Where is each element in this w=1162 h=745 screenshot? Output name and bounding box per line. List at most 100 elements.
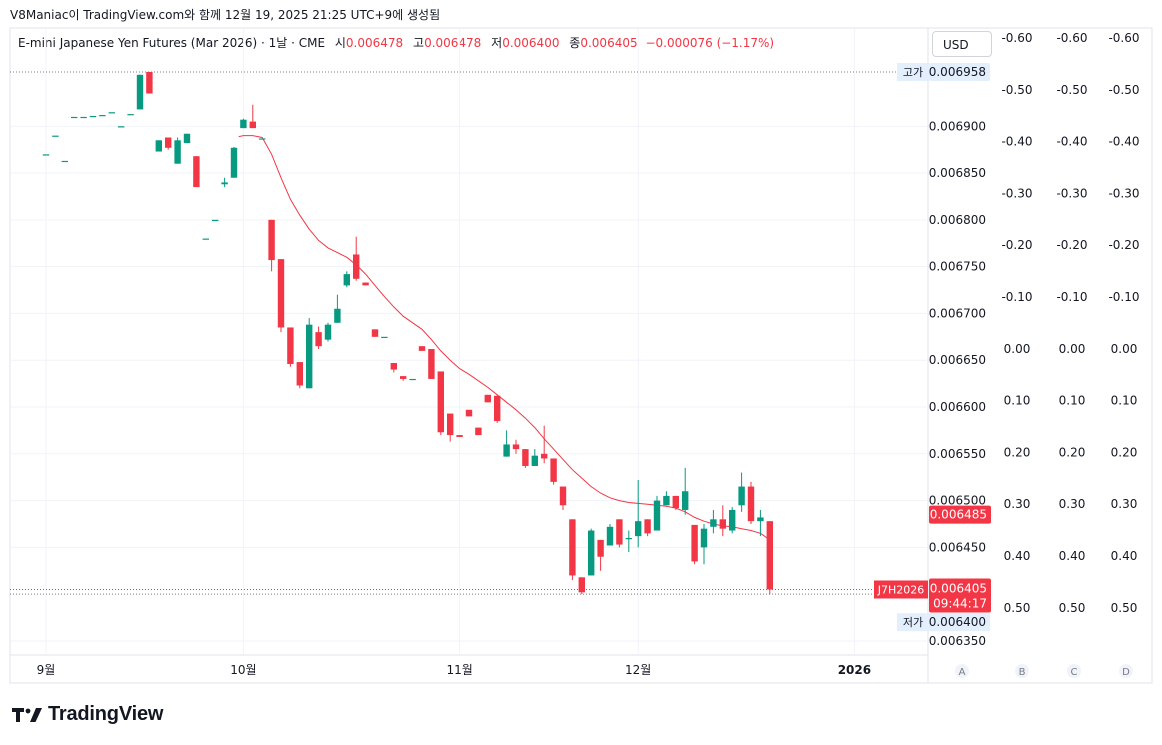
ma-value-tag-bg xyxy=(929,505,991,524)
candle xyxy=(277,259,285,333)
candle xyxy=(418,346,426,351)
scale-tick-label: 0.50 xyxy=(1059,601,1086,615)
candle xyxy=(644,519,651,537)
candle xyxy=(296,362,303,389)
scale-tick-label: -0.60 xyxy=(1056,31,1087,45)
candle-body xyxy=(559,486,567,506)
candle-body xyxy=(578,577,585,593)
chart-caption: V8Maniac이 TradingView.com와 함께 12월 19, 20… xyxy=(10,8,441,22)
scale-tick-label: 0.40 xyxy=(1111,549,1138,563)
price-tags: 고가 0.006958 0.006485 J7H2026 0.00640509:44:1… xyxy=(874,62,991,632)
candle xyxy=(108,112,115,114)
price-tick-label: 0.006550 xyxy=(929,447,986,461)
candle xyxy=(174,137,181,164)
candle xyxy=(89,115,97,118)
candle xyxy=(484,394,491,403)
scale-tick-label: -0.20 xyxy=(1056,238,1087,252)
legend-open-value: 0.006478 xyxy=(345,36,404,50)
candle xyxy=(371,329,379,337)
candle-body xyxy=(597,539,604,557)
scale-tick-label: 0.10 xyxy=(1059,394,1086,408)
candle-body xyxy=(118,126,125,128)
candle-body xyxy=(146,71,153,94)
candle xyxy=(635,480,642,548)
candle xyxy=(653,495,661,531)
candle xyxy=(324,322,332,342)
candle-body xyxy=(757,517,764,522)
ma-value-tag: 0.006485 xyxy=(930,508,987,522)
scale-tick-label: 0.30 xyxy=(1059,497,1086,511)
candle-body xyxy=(447,413,454,436)
candle-body xyxy=(719,519,726,529)
scale-tick-label: -0.60 xyxy=(1001,31,1032,45)
candle xyxy=(306,318,313,389)
candle xyxy=(42,154,50,156)
candle-body xyxy=(653,500,661,531)
candle-body xyxy=(503,444,510,457)
candle-body xyxy=(371,329,379,337)
scale-tick-label: -0.10 xyxy=(1001,290,1032,304)
candle-body xyxy=(531,455,538,466)
candle-body xyxy=(221,182,228,185)
tradingview-logo[interactable]: TradingView xyxy=(12,703,163,726)
candle-body xyxy=(522,449,529,466)
candle xyxy=(682,467,689,515)
candle xyxy=(456,435,463,437)
candle xyxy=(240,118,247,129)
scale-tick-label: 0.50 xyxy=(1004,601,1031,615)
scale-tick-label: 0.20 xyxy=(1059,445,1086,459)
candle xyxy=(512,439,520,454)
candle xyxy=(353,236,360,281)
scale-tick-label: -0.20 xyxy=(1108,238,1139,252)
candle-body xyxy=(315,332,322,347)
candle xyxy=(268,219,275,272)
legend-high-label: 고 xyxy=(413,36,425,50)
candle-body xyxy=(277,259,285,328)
candle xyxy=(663,491,670,506)
candle-body xyxy=(212,219,219,222)
candle-body xyxy=(334,308,341,323)
legend-open-label: 시 xyxy=(334,36,346,50)
candle xyxy=(541,425,548,464)
candle xyxy=(700,523,708,565)
time-tick-label: 10월 xyxy=(230,663,256,677)
candle xyxy=(221,177,228,188)
candle-body xyxy=(353,254,360,279)
currency-button[interactable]: USD xyxy=(932,31,992,57)
scale-tick-label: 0.40 xyxy=(1059,549,1086,563)
scale-tick-label: 0.10 xyxy=(1111,394,1138,408)
scale-tick-label: 0.10 xyxy=(1004,394,1031,408)
candle-body xyxy=(428,348,435,379)
legend-low-label: 저 xyxy=(491,36,503,50)
price-tick-label: 0.006700 xyxy=(929,306,986,320)
candle xyxy=(437,371,444,436)
time-tick-label: 2026 xyxy=(838,663,871,677)
high-label: 고가 xyxy=(903,66,923,79)
candle-body xyxy=(437,371,444,433)
candle xyxy=(409,378,416,381)
legend-symbol[interactable]: E-mini Japanese Yen Futures (Mar 2026) ·… xyxy=(18,36,326,50)
candle-body xyxy=(700,528,708,548)
candle-body xyxy=(80,116,87,119)
candle xyxy=(400,376,407,381)
scale-tick-label: -0.10 xyxy=(1108,290,1139,304)
scale-tick-label: -0.40 xyxy=(1001,135,1032,149)
scale-letter-badge xyxy=(1067,664,1081,678)
candle-body xyxy=(61,160,68,163)
countdown-timer: 09:44:17 xyxy=(933,596,987,610)
candle xyxy=(588,528,595,576)
candle-body xyxy=(606,526,614,546)
symbol-legend: E-mini Japanese Yen Futures (Mar 2026) ·… xyxy=(18,34,774,51)
candle-body xyxy=(710,519,717,527)
candle xyxy=(71,116,78,119)
candle xyxy=(287,327,294,367)
candle-body xyxy=(588,530,595,576)
scale-tick-label: -0.50 xyxy=(1108,83,1139,97)
candle xyxy=(80,116,87,119)
time-axis: 9월 10월 11월 12월 2026 xyxy=(37,663,871,677)
price-tick-label: 0.006450 xyxy=(929,540,986,554)
candle-body xyxy=(381,336,388,339)
last-price-value: 0.006405 xyxy=(930,581,987,595)
candle-body xyxy=(362,282,369,286)
